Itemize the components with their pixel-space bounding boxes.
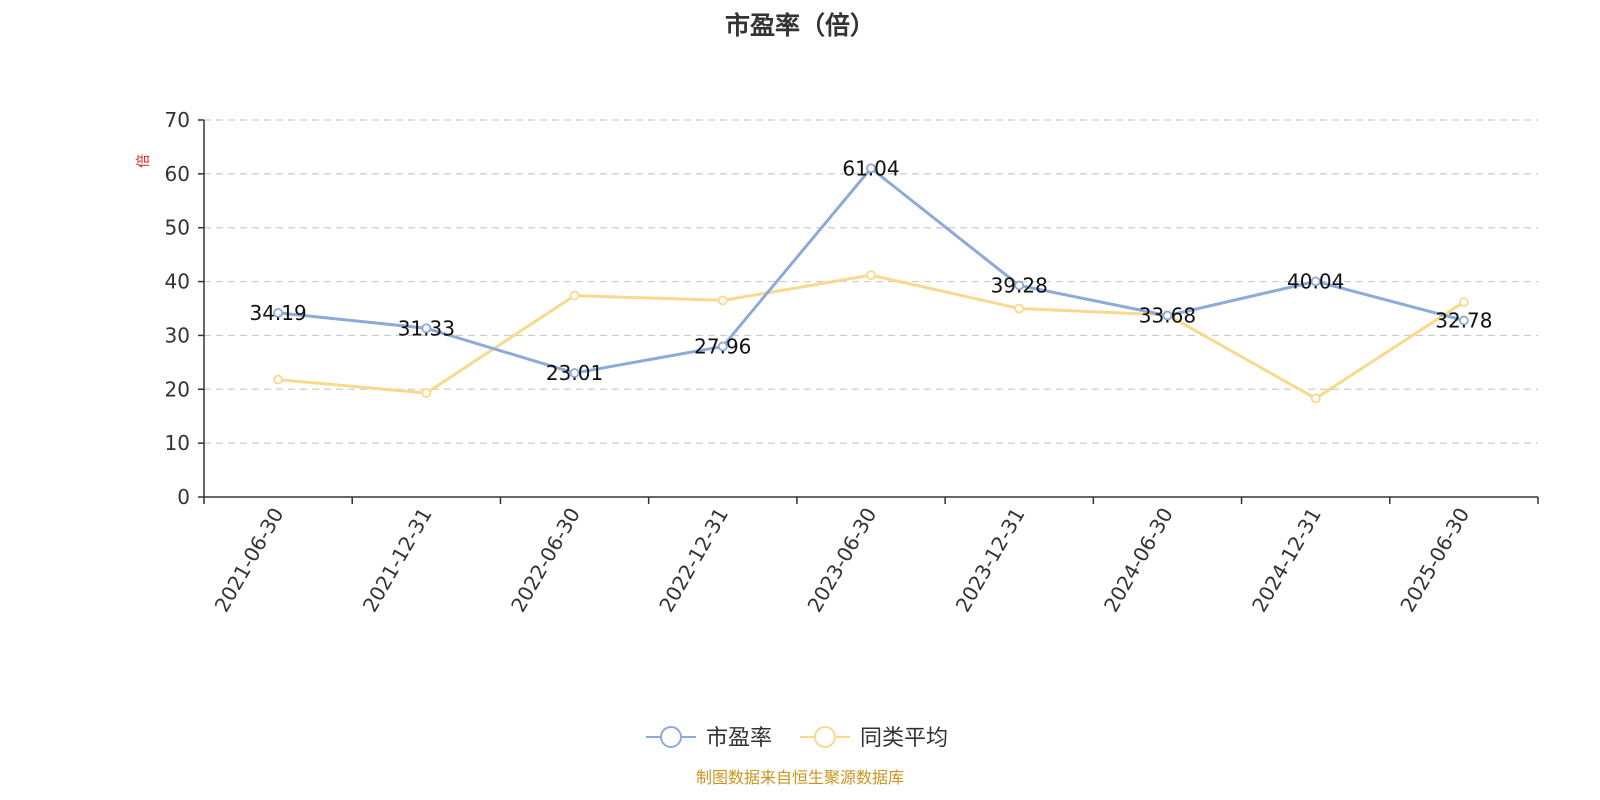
x-tick-label: 2022-06-30 xyxy=(506,504,585,617)
data-label: 61.04 xyxy=(842,156,899,180)
x-tick-label: 2025-06-30 xyxy=(1395,504,1474,617)
data-label: 27.96 xyxy=(694,334,751,358)
y-tick-label: 10 xyxy=(165,431,190,455)
data-point xyxy=(1458,315,1469,326)
data-point xyxy=(717,295,728,306)
data-point xyxy=(421,388,432,398)
y-tick-label: 30 xyxy=(165,323,190,347)
x-tick-label: 2021-06-30 xyxy=(210,504,289,617)
y-tick-label: 60 xyxy=(165,162,190,186)
legend: 市盈率 同类平均 xyxy=(646,726,948,751)
data-point xyxy=(569,368,580,378)
x-tick-label: 2022-12-31 xyxy=(654,504,733,617)
data-point xyxy=(1162,310,1173,321)
series-lines xyxy=(273,163,1469,404)
data-labels: 34.19 31.33 23.01 27.96 61.04 39.28 33.68 40.04… xyxy=(249,156,1492,385)
data-point xyxy=(569,290,580,301)
y-tick-label: 50 xyxy=(165,216,190,240)
data-point xyxy=(1458,297,1469,307)
data-point xyxy=(1014,303,1025,314)
y-axis-unit-label: 倍 xyxy=(136,154,152,168)
y-tick-label: 40 xyxy=(165,270,190,294)
data-point xyxy=(1310,276,1321,287)
data-point xyxy=(1310,393,1321,404)
data-label: 39.28 xyxy=(991,273,1048,297)
y-tick-label: 20 xyxy=(165,377,190,401)
y-tick-label: 70 xyxy=(165,108,190,132)
legend-label: 市盈率 xyxy=(706,726,772,751)
y-tick-label: 0 xyxy=(177,485,190,509)
data-label: 40.04 xyxy=(1287,269,1344,293)
data-point xyxy=(866,270,876,281)
x-tick-label: 2021-12-31 xyxy=(358,504,437,617)
source-note: 制图数据来自恒生聚源数据库 xyxy=(695,768,904,787)
data-label: 23.01 xyxy=(546,361,603,385)
legend-symbol-marker xyxy=(814,726,836,748)
data-point xyxy=(1014,280,1025,291)
x-tick-label: 2024-06-30 xyxy=(1099,504,1178,617)
data-point xyxy=(866,163,876,174)
axes: 0 10 20 30 40 50 60 70 倍 2021-06-30 2021-12-31 2022… xyxy=(136,108,1539,617)
x-tick-label: 2023-06-30 xyxy=(802,504,881,617)
data-label: 32.78 xyxy=(1435,308,1492,332)
data-point xyxy=(421,323,432,334)
x-tick-label: 2023-12-31 xyxy=(951,504,1030,617)
data-point xyxy=(717,341,728,352)
x-tick-label: 2024-12-31 xyxy=(1247,504,1326,617)
data-point xyxy=(273,307,284,318)
data-label: 34.19 xyxy=(249,301,306,325)
legend-label: 同类平均 xyxy=(860,726,948,751)
data-label: 33.68 xyxy=(1139,304,1196,328)
chart-title: 市盈率（倍） xyxy=(724,11,875,40)
data-point xyxy=(273,374,284,385)
data-label: 31.33 xyxy=(398,316,455,340)
legend-symbol-marker xyxy=(660,726,682,748)
